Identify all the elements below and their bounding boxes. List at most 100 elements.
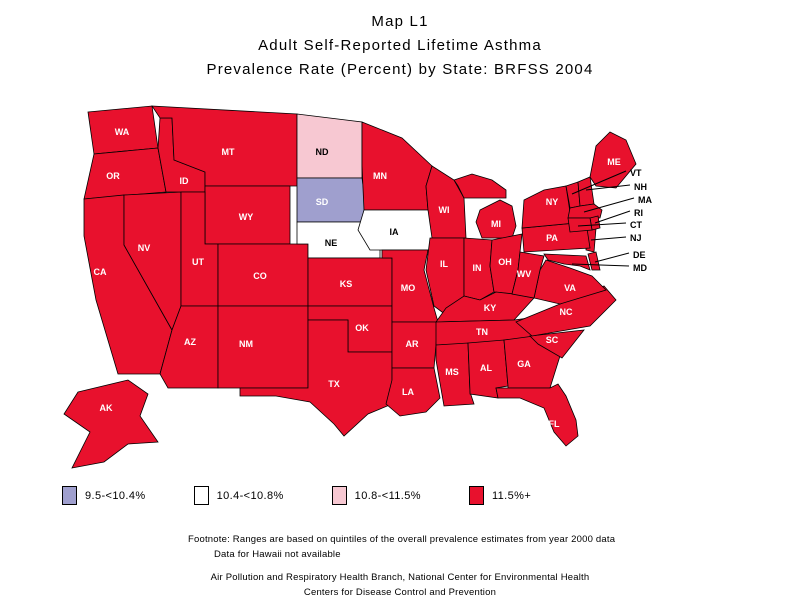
leader-line-MD	[571, 263, 630, 267]
state-label-MD: MD	[633, 263, 647, 273]
state-label-AK: AK	[100, 403, 113, 413]
state-label-FL: FL	[549, 419, 560, 429]
state-SC	[529, 329, 585, 359]
state-OR	[83, 147, 167, 200]
legend-swatch-white	[193, 486, 209, 505]
state-label-KY: KY	[484, 303, 497, 313]
footnote: Footnote: Ranges are based on quintiles …	[188, 532, 615, 562]
legend-label-q2: 10.4-<10.8%	[216, 489, 284, 502]
state-label-PA: PA	[546, 233, 558, 243]
credit-block: Air Pollution and Respiratory Health Bra…	[0, 570, 800, 600]
state-label-GA: GA	[517, 359, 531, 369]
legend-item-q4: 11.5%+	[468, 486, 532, 505]
state-WI	[425, 165, 467, 239]
map-number: Map L1	[371, 13, 429, 30]
state-label-IL: IL	[440, 259, 449, 269]
leader-line-VT	[571, 170, 627, 195]
state-label-OR: OR	[106, 171, 120, 181]
state-label-WV: WV	[517, 269, 532, 279]
state-SD	[296, 177, 369, 223]
state-label-NM: NM	[239, 339, 253, 349]
credit-line-2: Centers for Disease Control and Preventi…	[303, 587, 497, 598]
state-label-CO: CO	[253, 271, 267, 281]
state-label-AZ: AZ	[184, 337, 196, 347]
state-label-ID: ID	[180, 176, 190, 186]
state-label-RI: RI	[634, 208, 643, 218]
state-label-AR: AR	[406, 339, 419, 349]
state-label-TN: TN	[476, 327, 488, 337]
state-label-SD: SD	[316, 197, 329, 207]
state-label-NC: NC	[560, 307, 573, 317]
legend-swatch-lavender	[62, 486, 77, 505]
state-label-VT: VT	[630, 168, 642, 178]
state-VA	[533, 259, 607, 305]
state-LA	[385, 367, 441, 417]
state-label-WI: WI	[439, 205, 450, 215]
state-label-MT: MT	[222, 147, 235, 157]
state-MD	[543, 253, 591, 271]
legend-label-q3: 10.8-<11.5%	[354, 489, 421, 502]
state-NH	[577, 176, 595, 207]
state-ME	[589, 131, 637, 189]
legend-swatch-red	[468, 486, 484, 505]
state-TX	[239, 319, 393, 437]
state-label-WA: WA	[115, 127, 130, 137]
map-subtitle: Prevalence Rate (Percent) by State: BRFS…	[206, 61, 594, 78]
footnote-line-1: Footnote: Ranges are based on quintiles …	[188, 534, 616, 545]
state-CT	[567, 217, 593, 233]
state-WV	[511, 251, 545, 299]
state-MI	[453, 173, 517, 239]
state-FL	[495, 383, 579, 447]
state-label-MA: MA	[638, 195, 652, 205]
legend-label-q4: 11.5%+	[491, 489, 532, 502]
state-KY	[435, 291, 535, 323]
state-label-CA: CA	[94, 267, 107, 277]
state-label-NJ: NJ	[630, 233, 642, 243]
state-NM	[217, 305, 309, 389]
state-label-NV: NV	[138, 243, 151, 253]
state-label-NE: NE	[325, 238, 338, 248]
state-label-IN: IN	[473, 263, 482, 273]
legend-item-q2: 10.4-<10.8%	[193, 486, 284, 505]
legend-label-q1: 9.5-<10.4%	[85, 489, 146, 502]
state-label-TX: TX	[328, 379, 340, 389]
state-label-NY: NY	[546, 197, 559, 207]
state-label-NH: NH	[634, 182, 647, 192]
state-label-IA: IA	[390, 227, 400, 237]
legend-item-q1: 9.5-<10.4%	[62, 486, 146, 505]
credit-line-1: Air Pollution and Respiratory Health Bra…	[210, 572, 590, 583]
leader-line-MA	[583, 197, 635, 213]
state-label-UT: UT	[192, 257, 204, 267]
leader-line-NH	[585, 184, 631, 191]
footnote-line-2: Data for Hawaii not available	[214, 549, 341, 560]
state-label-MI: MI	[491, 219, 501, 229]
state-label-KS: KS	[340, 279, 353, 289]
state-label-LA: LA	[402, 387, 414, 397]
title-block: Map L1 Adult Self-Reported Lifetime Asth…	[0, 6, 800, 85]
leader-line-NJ	[590, 236, 627, 241]
state-label-AL: AL	[480, 363, 492, 373]
state-label-OK: OK	[355, 323, 369, 333]
leader-line-DE	[594, 252, 630, 263]
state-ND	[296, 113, 363, 179]
state-label-MS: MS	[445, 367, 459, 377]
state-label-DE: DE	[633, 250, 646, 260]
state-label-MO: MO	[401, 283, 416, 293]
state-label-VA: VA	[564, 283, 576, 293]
state-label-CT: CT	[630, 220, 642, 230]
state-label-WY: WY	[239, 212, 254, 222]
leader-line-RI	[594, 210, 631, 224]
legend-item-q3: 10.8-<11.5%	[331, 486, 421, 505]
state-label-MN: MN	[373, 171, 387, 181]
state-label-ME: ME	[607, 157, 621, 167]
map-title: Adult Self-Reported Lifetime Asthma	[258, 37, 542, 54]
state-AK	[63, 379, 159, 469]
state-label-OH: OH	[498, 257, 512, 267]
state-MN	[361, 121, 433, 211]
legend: 9.5-<10.4% 10.4-<10.8% 10.8-<11.5% 11.5%…	[62, 486, 579, 505]
state-label-SC: SC	[546, 335, 559, 345]
legend-swatch-pink	[331, 486, 347, 505]
leader-line-CT	[577, 222, 627, 227]
